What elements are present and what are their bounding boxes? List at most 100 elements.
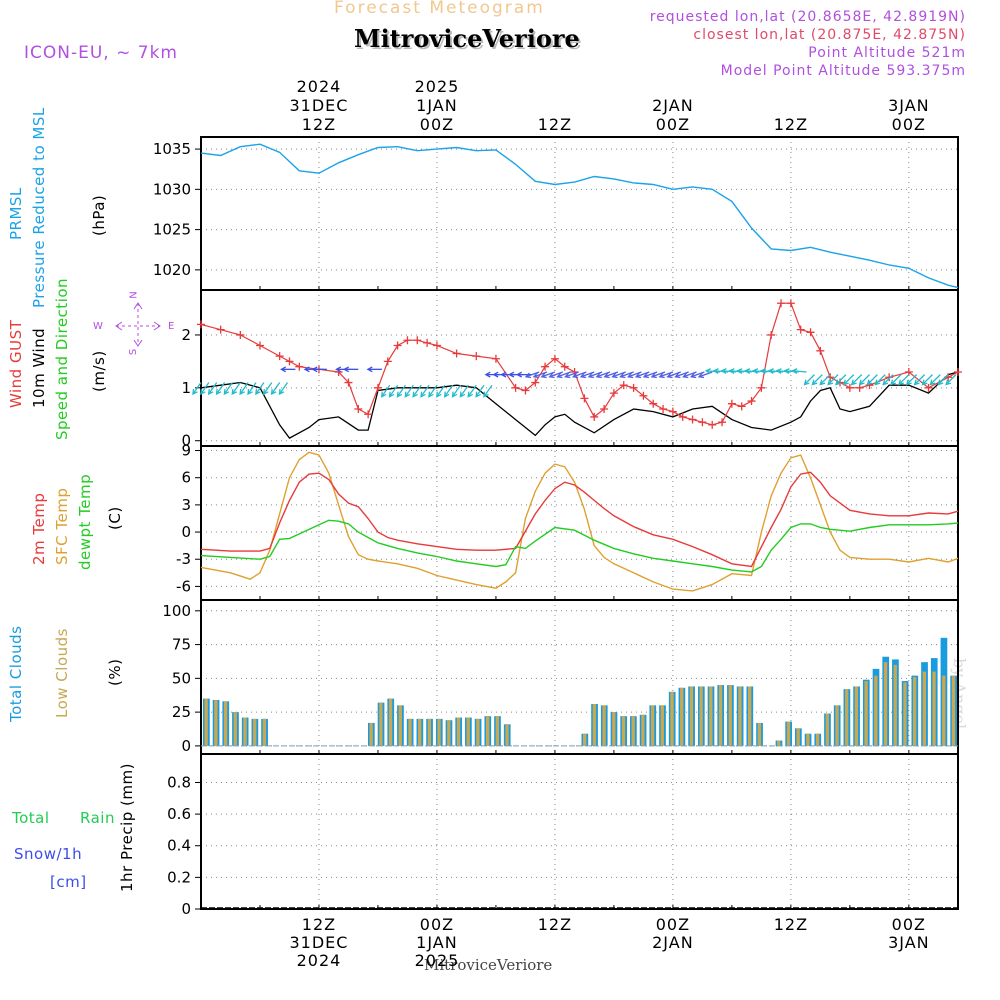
y-tick-label: 0.8 bbox=[167, 773, 191, 791]
wind-barb-head bbox=[858, 379, 865, 386]
wind-barb-shaft bbox=[922, 374, 933, 385]
wind-barb-head bbox=[697, 372, 705, 379]
total-cloud-bar bbox=[474, 718, 482, 746]
total-cloud-bar bbox=[494, 716, 501, 746]
wind-barb-head bbox=[835, 379, 842, 386]
wind-barb-shaft bbox=[882, 374, 894, 385]
low-cloud-bar bbox=[233, 712, 237, 746]
wind-barb-head bbox=[751, 368, 759, 375]
wind-barb-shaft bbox=[769, 370, 784, 373]
wind-barb-shaft bbox=[761, 370, 776, 373]
wind-barb-head bbox=[532, 372, 539, 379]
wind-barb bbox=[767, 368, 784, 375]
wind-barb-shaft bbox=[906, 374, 918, 385]
wind-barb bbox=[913, 374, 926, 386]
wind-barb bbox=[882, 374, 894, 386]
wind-barb-shaft bbox=[263, 382, 273, 395]
wind-barb bbox=[842, 374, 855, 386]
wind-barb-head bbox=[736, 368, 743, 375]
total-cloud-bar bbox=[261, 718, 268, 746]
total-cloud-bar bbox=[620, 716, 628, 746]
low-cloud-bar bbox=[825, 713, 829, 746]
total-cloud-bar bbox=[775, 740, 783, 746]
wind-barb bbox=[811, 374, 823, 386]
low-cloud-bar bbox=[903, 682, 907, 746]
wind-barb bbox=[712, 368, 729, 375]
wind-barb-shaft bbox=[784, 370, 799, 373]
wind-barb bbox=[311, 366, 327, 373]
clouds-unit: (%) bbox=[106, 658, 124, 686]
low-cloud-bar bbox=[466, 717, 470, 746]
y-tick-label: 75 bbox=[172, 636, 191, 654]
wind-barb-head bbox=[634, 372, 642, 379]
wind-barb-shaft bbox=[898, 374, 910, 385]
gust-marker bbox=[954, 367, 962, 376]
total-cloud-bar bbox=[795, 728, 802, 746]
gust-marker bbox=[944, 373, 953, 382]
gust-marker bbox=[344, 378, 353, 387]
wind-barb-shaft bbox=[412, 384, 422, 398]
wind-barb-shaft bbox=[745, 370, 760, 373]
wind-barb-head bbox=[207, 388, 214, 396]
low-cloud-bar bbox=[398, 705, 402, 746]
wind-barb-head bbox=[658, 372, 665, 379]
time-label-top: 3JAN bbox=[888, 96, 930, 115]
total-cloud-bar bbox=[435, 718, 443, 746]
total-cloud-bar bbox=[649, 705, 657, 746]
wind-barb-head bbox=[508, 371, 515, 378]
wind-barb-head bbox=[603, 372, 610, 379]
gust-marker bbox=[885, 373, 894, 382]
total-cloud-bar bbox=[232, 712, 239, 746]
snow-unit-label: [cm] bbox=[50, 873, 87, 891]
low-cloud-bar bbox=[476, 718, 480, 746]
time-label-bottom: 00Z bbox=[656, 915, 690, 934]
wind-barb bbox=[451, 384, 462, 398]
wind-barb-shaft bbox=[811, 374, 823, 385]
wind-barb bbox=[945, 374, 957, 386]
wind-barb bbox=[255, 382, 265, 396]
wind-barb-head bbox=[311, 366, 318, 373]
wind-barb-head bbox=[231, 388, 238, 396]
wind-barb bbox=[380, 384, 391, 398]
time-label-top: 00Z bbox=[656, 115, 690, 134]
wind-barb-head bbox=[278, 388, 285, 396]
wind-barb-head bbox=[280, 366, 287, 373]
wind-barb-head bbox=[484, 371, 491, 378]
wind-barb-head bbox=[270, 388, 277, 396]
time-label-top: 00Z bbox=[420, 115, 454, 134]
total-cloud-bar bbox=[639, 714, 647, 746]
wind-barb bbox=[937, 374, 949, 386]
wind-barb-shaft bbox=[827, 374, 839, 385]
low-cloud-bar bbox=[204, 698, 208, 746]
wind-barb-shaft bbox=[247, 382, 257, 395]
panel-frame bbox=[200, 445, 959, 601]
wind-barb-shaft bbox=[620, 371, 634, 378]
wind-barb-head bbox=[239, 388, 245, 396]
forecast-meteogram-title: Forecast Meteogram bbox=[334, 0, 545, 18]
total-cloud-bar bbox=[503, 724, 511, 746]
wind-barb bbox=[619, 371, 634, 379]
wind-barb bbox=[207, 382, 218, 396]
wind-barb-head bbox=[767, 368, 774, 375]
wind-barb bbox=[475, 384, 485, 398]
gust-marker bbox=[413, 336, 422, 345]
wind-barb-head bbox=[475, 391, 481, 398]
time-label-top: 12Z bbox=[538, 115, 572, 134]
wind-barb bbox=[858, 374, 870, 386]
wind-barb-head bbox=[303, 366, 310, 373]
pressure-unit: (hPa) bbox=[90, 194, 108, 236]
wind-barb bbox=[278, 382, 289, 396]
wind-barb bbox=[436, 384, 446, 398]
wind-barb-shaft bbox=[541, 371, 556, 378]
wind-barb-shaft bbox=[467, 384, 477, 398]
low-cloud-bar bbox=[922, 671, 927, 746]
y-tick-label: 0.2 bbox=[167, 868, 191, 886]
time-label-bottom: 12Z bbox=[538, 915, 572, 934]
time-label-top: 2024 bbox=[297, 77, 342, 96]
wind-barb bbox=[866, 374, 878, 386]
pressure-line bbox=[200, 143, 959, 289]
total-cloud-bar bbox=[203, 698, 210, 746]
total-cloud-bar bbox=[833, 705, 841, 746]
wind-barb bbox=[921, 374, 933, 386]
low-cloud-bar bbox=[660, 705, 664, 746]
